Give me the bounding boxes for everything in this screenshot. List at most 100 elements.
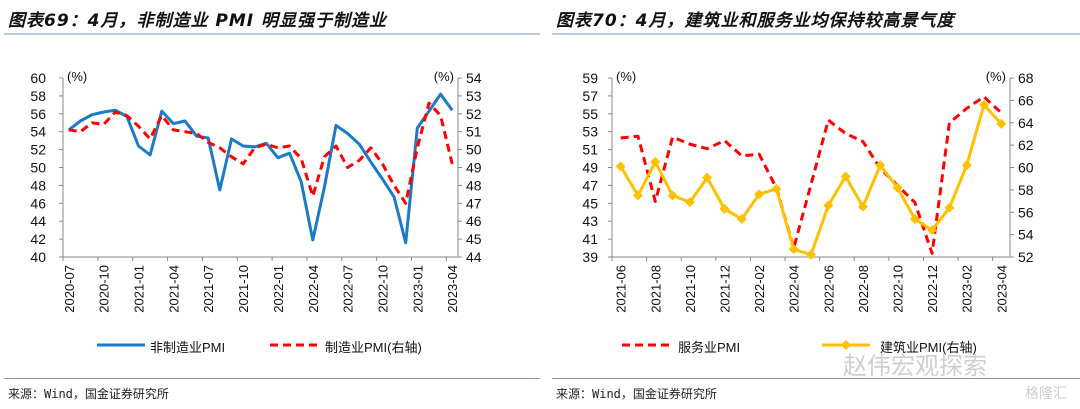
right-x-tick-label: 2021-06 bbox=[614, 265, 629, 313]
right-x-tick-label: 2023-04 bbox=[994, 265, 1009, 313]
left-right-tick-label: 54 bbox=[466, 70, 482, 86]
left-x-tick-label: 2020-07 bbox=[62, 265, 77, 313]
right-x-tick-label: 2022-12 bbox=[925, 265, 940, 313]
right-data-point bbox=[788, 244, 799, 255]
left-x-tick-label: 2023-01 bbox=[410, 265, 425, 313]
left-right-tick-label: 48 bbox=[466, 177, 482, 193]
right-data-point bbox=[961, 160, 972, 171]
right-data-point bbox=[684, 197, 695, 208]
right-left-tick-label: 39 bbox=[582, 249, 598, 265]
left-x-tick-label: 2023-04 bbox=[445, 265, 460, 313]
left-series-line-1 bbox=[68, 101, 454, 205]
site-watermark: 格隆汇 bbox=[1025, 386, 1067, 402]
right-data-point bbox=[944, 202, 955, 213]
right-data-point bbox=[702, 172, 713, 183]
right-data-point bbox=[892, 182, 903, 193]
right-data-point bbox=[754, 189, 765, 200]
right-data-point bbox=[979, 99, 990, 110]
left-right-tick-label: 50 bbox=[466, 142, 482, 158]
left-left-tick-label: 46 bbox=[30, 195, 46, 211]
right-right-tick-label: 62 bbox=[1018, 137, 1034, 153]
right-legend-marker bbox=[841, 340, 851, 350]
right-left-tick-label: 59 bbox=[582, 70, 598, 86]
right-x-tick-label: 2022-10 bbox=[891, 265, 906, 313]
right-x-tick-label: 2021-10 bbox=[683, 265, 698, 313]
right-left-tick-label: 45 bbox=[582, 195, 598, 211]
right-data-point bbox=[650, 156, 661, 167]
left-x-tick-label: 2022-01 bbox=[271, 265, 286, 313]
right-data-point bbox=[632, 190, 643, 201]
right-data-point bbox=[996, 118, 1007, 129]
right-data-point bbox=[840, 171, 851, 182]
left-x-tick-label: 2022-04 bbox=[306, 265, 321, 313]
left-right-tick-label: 44 bbox=[466, 249, 482, 265]
left-x-tick-label: 2021-04 bbox=[166, 265, 181, 313]
right-series-line-0 bbox=[620, 95, 1003, 255]
left-left-tick-label: 54 bbox=[30, 124, 46, 140]
right-x-tick-label: 2021-08 bbox=[648, 265, 663, 313]
right-data-point bbox=[719, 203, 730, 214]
legend-label-construction: 建筑业PMI(右轴) bbox=[880, 340, 977, 355]
left-right-tick-label: 46 bbox=[466, 213, 482, 229]
left-left-tick-label: 48 bbox=[30, 177, 46, 193]
left-x-tick-label: 2022-07 bbox=[341, 265, 356, 313]
left-right-unit: (%) bbox=[434, 69, 454, 84]
left-left-unit: (%) bbox=[67, 69, 87, 84]
right-right-unit: (%) bbox=[986, 69, 1006, 84]
right-left-tick-label: 55 bbox=[582, 106, 598, 122]
right-data-point bbox=[736, 213, 747, 224]
title-rule-left bbox=[4, 33, 540, 35]
right-left-tick-label: 53 bbox=[582, 124, 598, 140]
right-left-tick-label: 43 bbox=[582, 213, 598, 229]
right-right-tick-label: 52 bbox=[1018, 249, 1034, 265]
left-left-tick-label: 52 bbox=[30, 142, 46, 158]
left-right-tick-label: 53 bbox=[466, 88, 482, 104]
right-right-tick-label: 56 bbox=[1018, 204, 1034, 220]
right-data-point bbox=[909, 213, 920, 224]
right-left-tick-label: 47 bbox=[582, 177, 598, 193]
right-data-point bbox=[823, 200, 834, 211]
right-x-tick-label: 2022-02 bbox=[752, 265, 767, 313]
right-left-tick-label: 49 bbox=[582, 160, 598, 176]
right-data-point bbox=[615, 161, 626, 172]
right-data-point bbox=[857, 201, 868, 212]
right-x-tick-label: 2022-06 bbox=[821, 265, 836, 313]
left-source: 来源：Wind，国金证券研究所 bbox=[8, 387, 169, 401]
left-x-tick-label: 2021-10 bbox=[236, 265, 251, 313]
right-right-tick-label: 58 bbox=[1018, 182, 1034, 198]
right-source: 来源：Wind，国金证券研究所 bbox=[556, 387, 717, 401]
right-left-tick-label: 51 bbox=[582, 142, 598, 158]
left-right-tick-label: 45 bbox=[466, 231, 482, 247]
left-x-tick-label: 2021-07 bbox=[201, 265, 216, 313]
left-x-tick-label: 2021-01 bbox=[132, 265, 147, 313]
left-right-tick-label: 52 bbox=[466, 106, 482, 122]
right-data-point bbox=[875, 160, 886, 171]
left-x-tick-label: 2020-10 bbox=[97, 265, 112, 313]
right-chart-title: 图表70：4月，建筑业和服务业均保持较高景气度 bbox=[556, 11, 955, 31]
right-x-tick-label: 2021-12 bbox=[717, 265, 732, 313]
left-left-tick-label: 40 bbox=[30, 249, 46, 265]
right-right-tick-label: 64 bbox=[1018, 115, 1034, 131]
left-chart-title: 图表69：4月，非制造业 PMI 明显强于制造业 bbox=[8, 11, 388, 31]
left-right-tick-label: 47 bbox=[466, 195, 482, 211]
right-x-tick-label: 2022-08 bbox=[856, 265, 871, 313]
right-left-tick-label: 57 bbox=[582, 88, 598, 104]
right-data-point bbox=[667, 190, 678, 201]
left-right-tick-label: 51 bbox=[466, 124, 482, 140]
title-rule-right bbox=[552, 33, 1080, 35]
left-x-tick-label: 2022-10 bbox=[375, 265, 390, 313]
left-left-tick-label: 56 bbox=[30, 106, 46, 122]
legend-label-manufacturing: 制造业PMI(右轴) bbox=[325, 340, 422, 355]
right-left-unit: (%) bbox=[616, 69, 636, 84]
left-left-tick-label: 42 bbox=[30, 231, 46, 247]
left-left-tick-label: 50 bbox=[30, 160, 46, 176]
legend-label-nonmanufacturing: 非制造业PMI bbox=[150, 340, 226, 355]
right-right-tick-label: 54 bbox=[1018, 227, 1034, 243]
right-left-tick-label: 41 bbox=[582, 231, 598, 247]
right-data-point bbox=[771, 183, 782, 194]
right-data-point bbox=[806, 249, 816, 260]
legend-label-services: 服务业PMI bbox=[678, 340, 741, 355]
right-right-tick-label: 60 bbox=[1018, 160, 1034, 176]
right-data-point bbox=[927, 225, 938, 236]
